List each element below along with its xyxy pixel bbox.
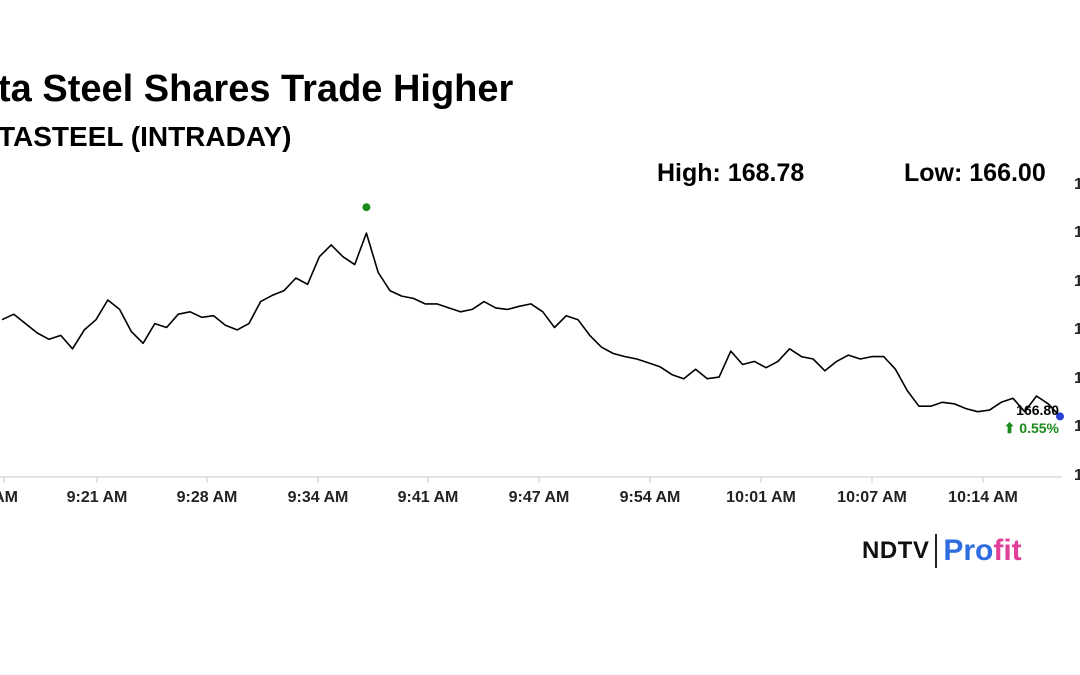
ndtv-logo-text: NDTV (862, 537, 930, 564)
x-tick-label: 10:14 AM (948, 489, 1018, 506)
y-tick-label: 1 (1074, 224, 1080, 241)
y-axis-ticks: 1 1 1 1 1 1 1 (1074, 176, 1080, 484)
x-tick-label: 9:47 AM (509, 489, 570, 506)
price-change-label: ⬆ 0.55% (1004, 420, 1060, 436)
x-axis-ticks: AM 9:21 AM 9:28 AM 9:34 AM 9:41 AM 9:47 AM 9:5… (0, 477, 1018, 506)
ndtv-profit-logo: NDTV Profit (862, 532, 1022, 570)
last-price-label: 166.80 (1016, 402, 1059, 418)
low-price-label: Low: 166.00 (904, 159, 1046, 187)
x-tick-label: 9:54 AM (620, 489, 681, 506)
x-tick-label: 9:34 AM (288, 489, 349, 506)
x-tick-label: AM (0, 489, 18, 506)
high-point-marker (362, 203, 371, 212)
logo-divider (935, 534, 938, 568)
x-tick-label: 10:07 AM (837, 489, 907, 506)
marker-layer (362, 203, 1064, 421)
y-tick-label: 1 (1074, 176, 1080, 193)
price-series-line (1, 232, 1061, 417)
y-tick-label: 1 (1074, 418, 1080, 435)
y-tick-label: 1 (1074, 273, 1080, 290)
x-tick-label: 9:28 AM (177, 489, 238, 506)
last-point-marker (1056, 412, 1064, 421)
x-tick-label: 10:01 AM (726, 489, 796, 506)
x-tick-label: 9:41 AM (398, 489, 459, 506)
high-price-label: High: 168.78 (657, 159, 805, 187)
y-tick-label: 1 (1074, 370, 1080, 387)
series-layer (1, 232, 1061, 417)
y-tick-label: 1 (1074, 467, 1080, 484)
chart-subtitle: TASTEEL (INTRADAY) (0, 121, 292, 152)
y-tick-label: 1 (1074, 321, 1080, 338)
x-tick-label: 9:21 AM (67, 489, 128, 506)
profit-logo-text: Profit (943, 534, 1021, 568)
profit-logo-blue-part: Pro (943, 534, 994, 567)
chart-title: ta Steel Shares Trade Higher (0, 68, 514, 110)
profit-logo-pink-part: fit (993, 534, 1022, 567)
